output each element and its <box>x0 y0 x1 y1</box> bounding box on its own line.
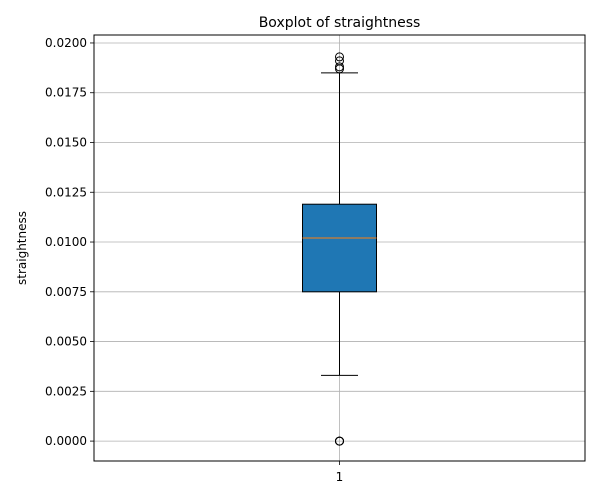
y-tick-label: 0.0125 <box>45 185 87 199</box>
y-tick-label: 0.0175 <box>45 86 87 100</box>
y-tick-label: 0.0025 <box>45 384 87 398</box>
y-axis-ticks: 0.0000 0.0025 0.0050 0.0075 0.0100 0.0125 0.01… <box>45 36 94 448</box>
outlier-point <box>335 62 344 72</box>
y-tick-label: 0.0150 <box>45 135 87 149</box>
box-group <box>302 52 377 446</box>
y-tick-label: 0.0100 <box>45 235 87 249</box>
x-axis-ticks: 1 <box>336 461 344 484</box>
chart-title: Boxplot of straightness <box>259 15 421 31</box>
y-tick-label: 0.0200 <box>45 36 87 50</box>
y-tick-label: 0.0050 <box>45 335 87 349</box>
plot-frame <box>93 34 586 462</box>
outlier-point <box>335 436 344 446</box>
x-tick-label: 1 <box>336 470 344 484</box>
outlier-point <box>335 52 344 62</box>
y-tick-label: 0.0000 <box>45 434 87 448</box>
y-tick-label: 0.0075 <box>45 285 87 299</box>
iqr-box <box>302 203 377 293</box>
y-axis-label: straightness <box>15 211 29 285</box>
outlier-point <box>335 56 344 66</box>
